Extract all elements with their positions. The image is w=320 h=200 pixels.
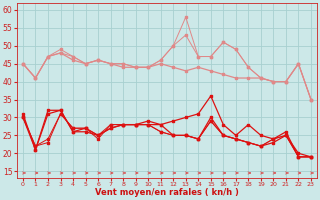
X-axis label: Vent moyen/en rafales ( kn/h ): Vent moyen/en rafales ( kn/h ) (95, 188, 239, 197)
